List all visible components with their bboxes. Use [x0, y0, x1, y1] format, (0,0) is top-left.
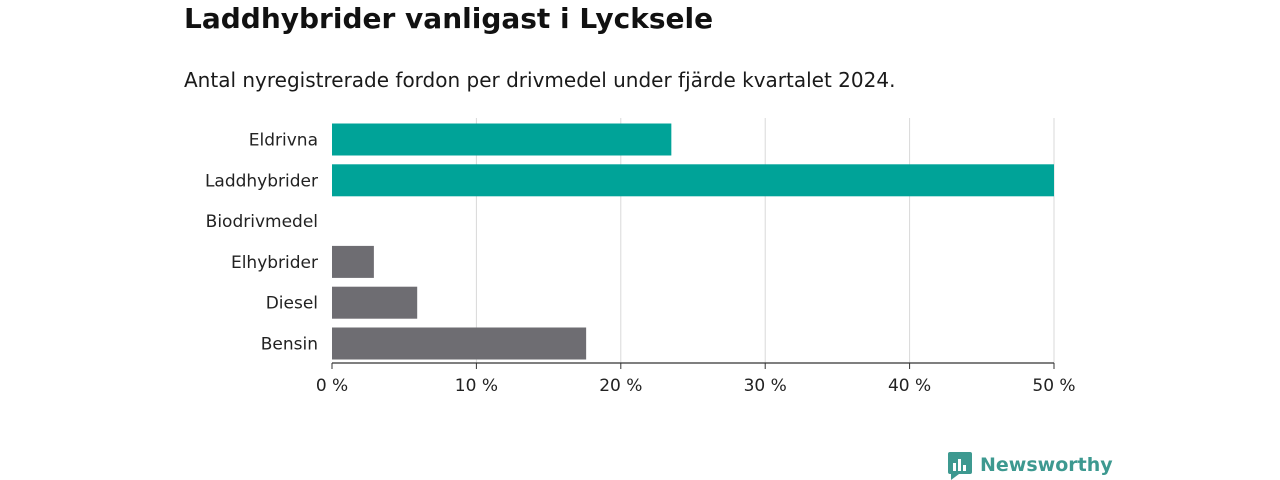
x-axis: 0 % 10 % 20 % 30 % 40 % 50 %: [316, 362, 1076, 396]
category-labels: Eldrivna Laddhybrider Biodrivmedel Elhybrid…: [205, 131, 318, 355]
chart-subtitle: Antal nyregistrerade fordon per drivmede…: [184, 68, 896, 92]
x-tick-label: 30 %: [744, 376, 787, 396]
x-tick-label: 0 %: [316, 376, 348, 396]
bar-bensin: [332, 327, 587, 360]
category-label: Biodrivmedel: [206, 212, 318, 232]
bars: [332, 123, 1054, 360]
category-label: Diesel: [266, 294, 318, 314]
x-tick-label: 50 %: [1032, 376, 1075, 396]
x-tick-label: 10 %: [455, 376, 498, 396]
bar-diesel: [332, 286, 418, 319]
category-label: Laddhybrider: [205, 171, 318, 191]
x-tick-label: 40 %: [888, 376, 931, 396]
category-label: Elhybrider: [231, 253, 318, 273]
chart-title: Laddhybrider vanligast i Lycksele: [184, 2, 714, 35]
brand: Newsworthy: [948, 450, 1113, 480]
bar-laddhybrider: [332, 164, 1054, 197]
category-label: Bensin: [261, 335, 318, 355]
gridlines: [475, 118, 1055, 363]
bar-chart: Eldrivna Laddhybrider Biodrivmedel Elhybrid…: [205, 118, 1076, 396]
bar-elhybrider: [332, 245, 374, 278]
newsworthy-logo-icon: [948, 452, 972, 480]
bar-eldrivna: [332, 123, 672, 156]
category-label: Eldrivna: [249, 131, 318, 151]
x-tick-label: 20 %: [599, 376, 642, 396]
brand-name: Newsworthy: [980, 454, 1113, 476]
